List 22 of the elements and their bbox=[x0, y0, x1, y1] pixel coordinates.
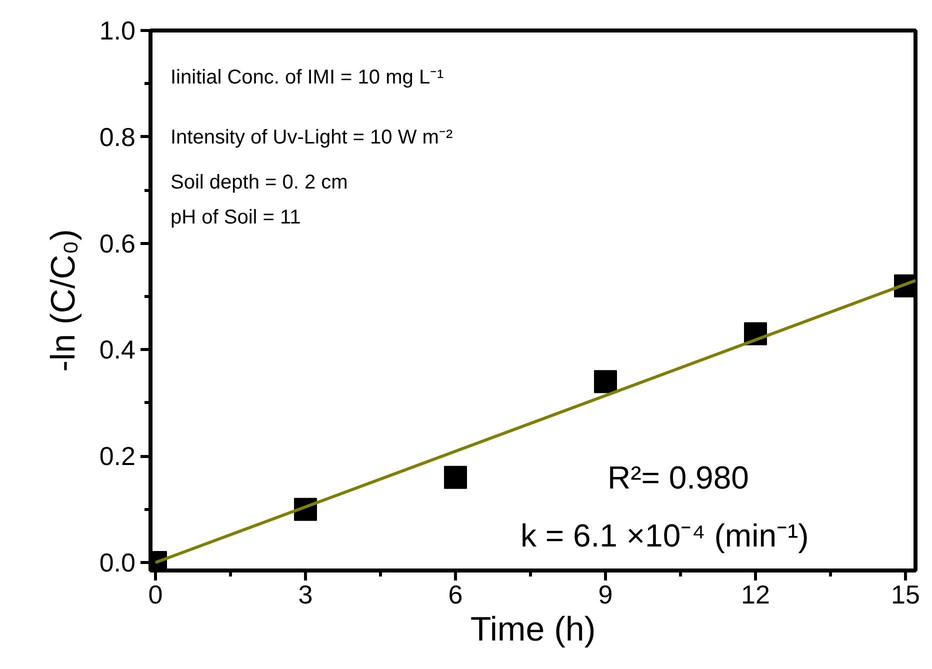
y-axis-title: -ln (C/C₀) bbox=[44, 229, 82, 372]
x-axis-title: Time (h) bbox=[470, 610, 596, 648]
point bbox=[594, 370, 617, 394]
y-tick-label: 0.6 bbox=[99, 228, 136, 258]
x-tick-label: 3 bbox=[298, 580, 313, 610]
annotation: pH of Soil = 11 bbox=[170, 206, 301, 228]
x-tick-label: 12 bbox=[741, 580, 770, 610]
annotation: k = 6.1 ×10⁻⁴ (min⁻¹) bbox=[520, 518, 809, 554]
x-tick-label: 6 bbox=[448, 580, 463, 610]
annotation: R²= 0.980 bbox=[608, 460, 749, 496]
x-tick-label: 0 bbox=[148, 580, 163, 610]
x-tick-label: 9 bbox=[598, 580, 613, 610]
x-tick-label: 15 bbox=[891, 580, 920, 610]
y-tick-label: 0.4 bbox=[99, 334, 136, 365]
y-tick-label: 1.0 bbox=[99, 16, 136, 46]
annotation: Iinitial Conc. of IMI = 10 mg L⁻¹ bbox=[170, 66, 444, 88]
y-tick-label: 0.8 bbox=[99, 122, 136, 152]
annotation: Soil depth = 0. 2 cm bbox=[170, 172, 348, 194]
y-tick-label: 0.0 bbox=[99, 548, 136, 578]
y-tick-label: 0.2 bbox=[99, 441, 136, 472]
point bbox=[444, 466, 467, 489]
annotation: Intensity of Uv-Light = 10 W m⁻² bbox=[170, 126, 453, 148]
